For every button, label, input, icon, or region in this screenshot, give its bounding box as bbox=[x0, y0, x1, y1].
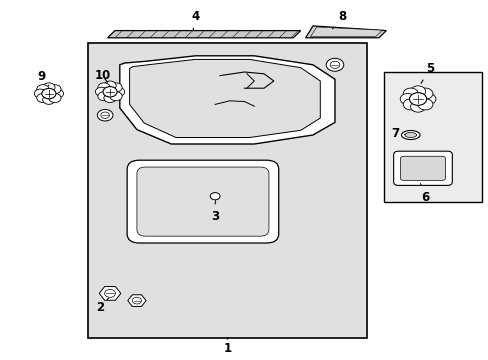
Text: 9: 9 bbox=[38, 70, 49, 86]
Circle shape bbox=[408, 93, 426, 105]
Circle shape bbox=[98, 92, 110, 101]
Text: 5: 5 bbox=[420, 62, 433, 83]
Circle shape bbox=[103, 94, 116, 103]
Text: 2: 2 bbox=[96, 298, 108, 314]
Circle shape bbox=[103, 87, 117, 97]
Text: 4: 4 bbox=[191, 10, 199, 30]
Circle shape bbox=[104, 289, 115, 297]
Polygon shape bbox=[310, 27, 382, 37]
Circle shape bbox=[95, 87, 107, 96]
Text: 6: 6 bbox=[420, 184, 428, 204]
Ellipse shape bbox=[401, 131, 419, 140]
Text: 7: 7 bbox=[390, 127, 404, 140]
Circle shape bbox=[403, 88, 417, 99]
Circle shape bbox=[34, 89, 46, 98]
Circle shape bbox=[42, 89, 56, 99]
Text: 3: 3 bbox=[211, 203, 219, 222]
Circle shape bbox=[210, 193, 220, 200]
Circle shape bbox=[417, 99, 432, 110]
Circle shape bbox=[110, 92, 122, 101]
Circle shape bbox=[417, 88, 432, 99]
Circle shape bbox=[51, 89, 63, 98]
Polygon shape bbox=[305, 26, 386, 38]
Circle shape bbox=[110, 83, 122, 92]
FancyBboxPatch shape bbox=[393, 151, 451, 185]
Circle shape bbox=[403, 99, 417, 110]
Circle shape bbox=[325, 58, 343, 71]
Circle shape bbox=[103, 81, 116, 90]
Circle shape bbox=[97, 109, 113, 121]
Circle shape bbox=[49, 94, 61, 103]
Text: 8: 8 bbox=[332, 10, 346, 29]
Text: 10: 10 bbox=[94, 69, 111, 82]
Circle shape bbox=[420, 94, 435, 104]
Circle shape bbox=[37, 85, 49, 94]
Circle shape bbox=[112, 87, 124, 96]
Polygon shape bbox=[129, 59, 320, 138]
Polygon shape bbox=[127, 295, 146, 306]
Circle shape bbox=[132, 297, 141, 304]
FancyBboxPatch shape bbox=[137, 167, 268, 236]
Polygon shape bbox=[88, 43, 366, 338]
Circle shape bbox=[42, 95, 55, 104]
Polygon shape bbox=[99, 287, 121, 300]
Circle shape bbox=[410, 101, 425, 112]
Circle shape bbox=[329, 61, 339, 68]
Polygon shape bbox=[120, 56, 334, 144]
Circle shape bbox=[42, 83, 55, 92]
Ellipse shape bbox=[404, 132, 416, 138]
Text: 1: 1 bbox=[223, 338, 231, 355]
Circle shape bbox=[101, 112, 109, 118]
Circle shape bbox=[37, 94, 49, 103]
Bar bbox=[383, 72, 481, 202]
FancyBboxPatch shape bbox=[400, 156, 445, 180]
Circle shape bbox=[98, 83, 110, 92]
Circle shape bbox=[49, 85, 61, 94]
Circle shape bbox=[410, 86, 425, 97]
Circle shape bbox=[399, 94, 414, 104]
Polygon shape bbox=[107, 31, 300, 38]
FancyBboxPatch shape bbox=[127, 160, 278, 243]
